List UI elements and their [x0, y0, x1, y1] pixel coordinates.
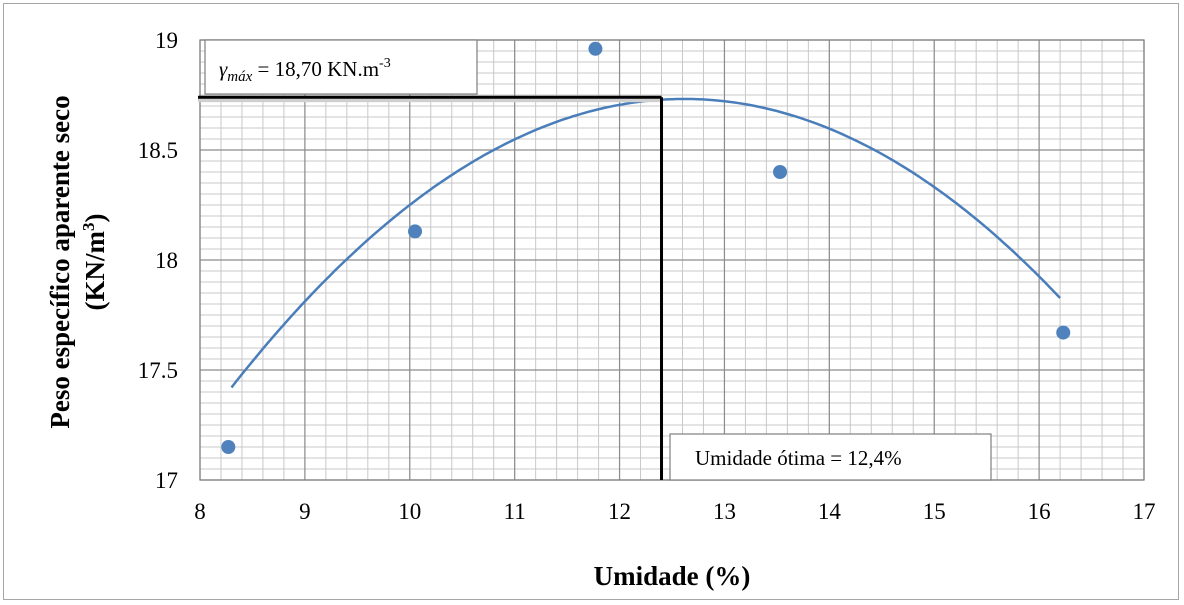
data-point — [1056, 325, 1071, 340]
umidade-otima-box — [669, 433, 992, 481]
umidade-otima-annotation: Umidade ótima = 12,4% — [695, 446, 902, 470]
x-axis-ticks: 8 9 10 11 12 13 14 15 16 17 — [194, 499, 1155, 524]
data-points — [221, 41, 1071, 454]
data-point — [221, 440, 236, 454]
gamma-max-box — [204, 39, 478, 95]
y-axis-title-line2: (KN/m3) — [79, 214, 110, 311]
y-tick-label: 17.5 — [138, 358, 178, 383]
max-density-band — [198, 96, 662, 103]
gamma-subscript: máx — [227, 69, 252, 85]
x-tick-label: 12 — [608, 499, 631, 524]
x-tick-label: 16 — [1028, 499, 1051, 524]
data-point — [773, 165, 788, 179]
gamma-symbol: γ — [219, 57, 228, 81]
x-axis-title: Umidade (%) — [594, 561, 751, 591]
y-tick-label: 19 — [155, 28, 178, 53]
x-tick-label: 17 — [1133, 499, 1156, 524]
y-axis-title: Peso específico aparente seco (KN/m3) — [45, 95, 110, 428]
y-tick-label: 18 — [155, 248, 178, 273]
x-tick-label: 13 — [713, 499, 736, 524]
trendline — [230, 97, 1062, 389]
gamma-value: = 18,70 KN.m — [252, 57, 379, 81]
y-tick-label: 18.5 — [138, 138, 178, 163]
y-axis-ticks: 17 17.5 18 18.5 19 — [138, 28, 178, 493]
gamma-max-annotation: γmáx = 18,70 KN.m-3 — [219, 56, 391, 85]
data-point — [408, 224, 423, 239]
gamma-unit-exponent: -3 — [379, 56, 391, 71]
x-tick-label: 9 — [299, 499, 311, 524]
y-axis-title-line1: Peso específico aparente seco — [45, 95, 75, 428]
x-tick-label: 14 — [818, 499, 842, 524]
x-tick-label: 11 — [504, 499, 526, 524]
chart-frame — [3, 3, 1179, 600]
y-tick-label: 17 — [155, 468, 178, 493]
x-tick-label: 10 — [398, 499, 421, 524]
data-point — [588, 41, 603, 56]
x-tick-label: 8 — [194, 499, 206, 524]
x-tick-label: 15 — [923, 499, 946, 524]
